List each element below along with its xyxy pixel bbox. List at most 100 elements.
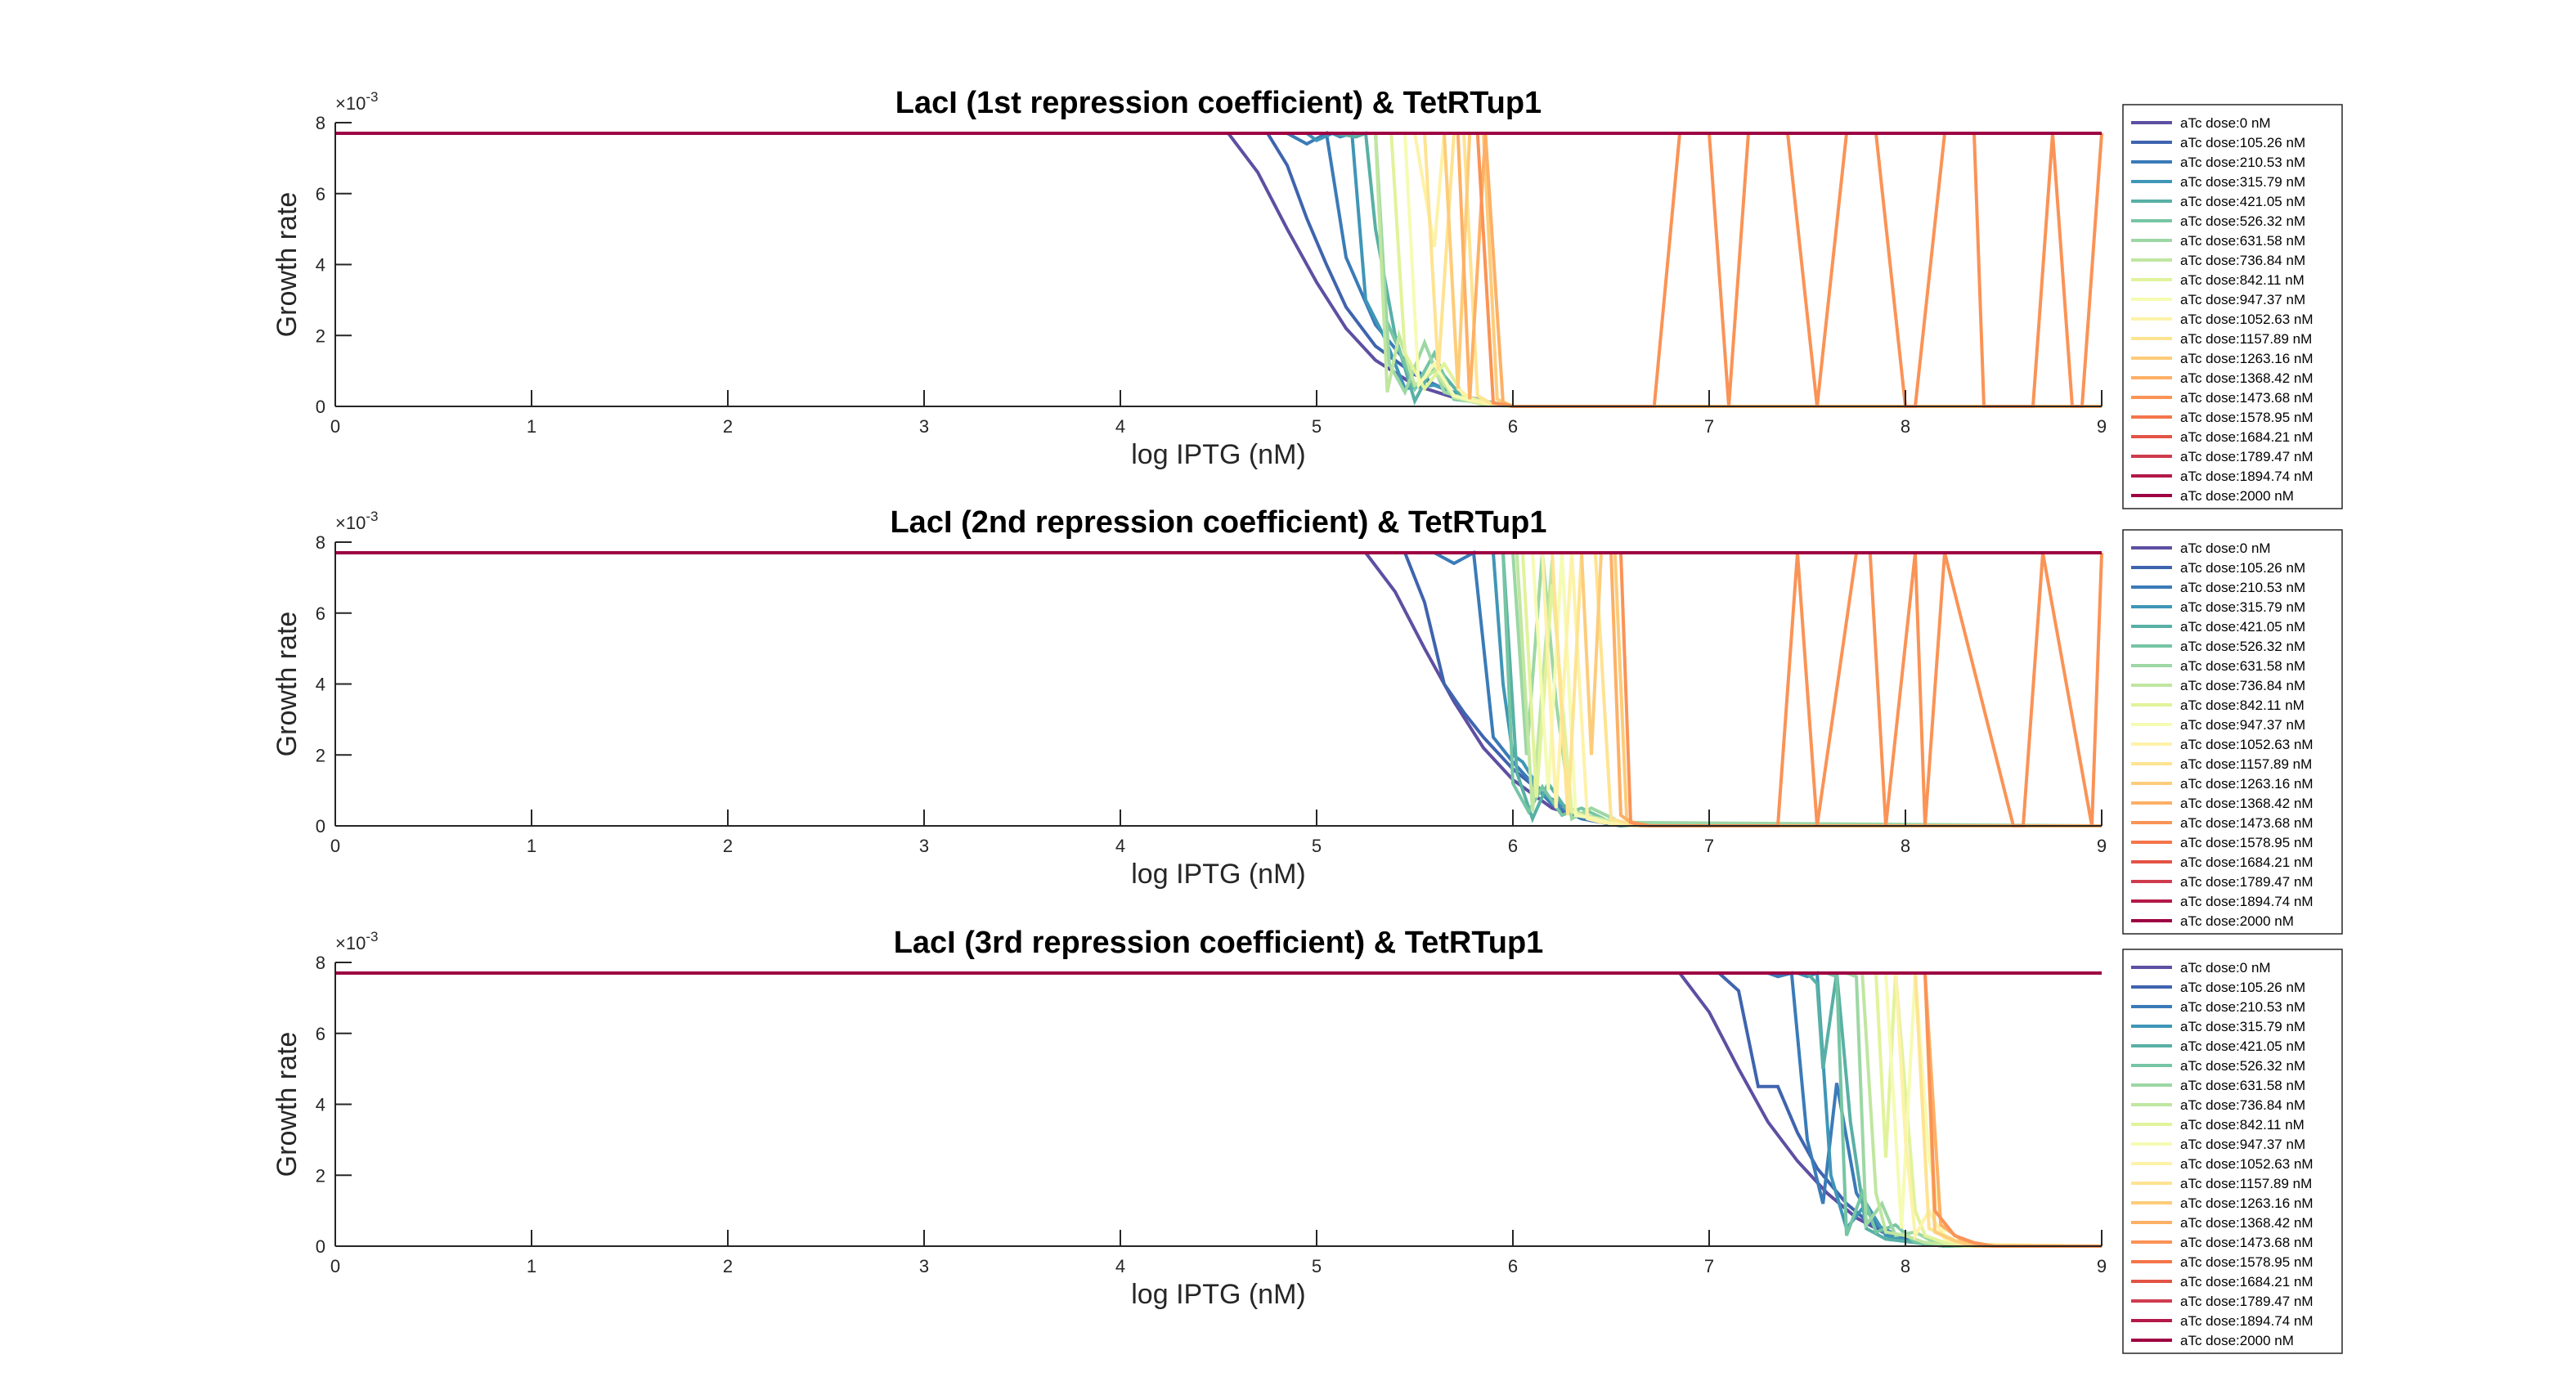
legend-entry-9: aTc dose:842.11 nM xyxy=(2180,698,2304,713)
legend-box xyxy=(2122,104,2343,509)
chart-panel-2: LacI (2nd repression coefficient) & TetR… xyxy=(272,505,2343,935)
x-tick-label: 4 xyxy=(1115,1256,1125,1276)
x-tick-label: 7 xyxy=(1704,416,1714,437)
legend-entry-4: aTc dose:315.79 nM xyxy=(2180,174,2305,190)
legend-entry-5: aTc dose:421.05 nM xyxy=(2180,619,2305,635)
legend-entry-20: aTc dose:2000 nM xyxy=(2180,488,2294,504)
y-tick-label: 0 xyxy=(316,397,325,417)
y-exponent-label: ×10-3 xyxy=(335,509,378,533)
y-tick-label: 2 xyxy=(316,1165,325,1186)
legend-entry-12: aTc dose:1157.89 nM xyxy=(2180,1176,2312,1191)
x-tick-label: 5 xyxy=(1312,1256,1322,1276)
legend-entry-7: aTc dose:631.58 nM xyxy=(2180,1078,2305,1093)
y-tick-label: 8 xyxy=(316,113,325,133)
legend-entry-20: aTc dose:2000 nM xyxy=(2180,913,2294,929)
legend-entry-13: aTc dose:1263.16 nM xyxy=(2180,776,2313,792)
legend-entry-18: aTc dose:1789.47 nM xyxy=(2180,1294,2313,1309)
y-exponent-power: -3 xyxy=(366,89,378,105)
legend-entry-11: aTc dose:1052.63 nM xyxy=(2180,737,2313,752)
legend-entry-18: aTc dose:1789.47 nM xyxy=(2180,449,2313,464)
legend: aTc dose:0 nM aTc dose:105.26 nM aTc dose:… xyxy=(2122,104,2343,509)
x-tick-label: 1 xyxy=(527,416,536,437)
y-axis-label: Growth rate xyxy=(272,192,303,338)
y-tick-label: 6 xyxy=(316,184,325,204)
legend-entry-6: aTc dose:526.32 nM xyxy=(2180,1058,2305,1074)
legend-entry-15: aTc dose:1473.68 nM xyxy=(2180,1235,2313,1250)
legend-entry-6: aTc dose:526.32 nM xyxy=(2180,639,2305,654)
legend-entry-12: aTc dose:1157.89 nM xyxy=(2180,331,2312,347)
legend-entry-10: aTc dose:947.37 nM xyxy=(2180,717,2305,733)
legend-entry-15: aTc dose:1473.68 nM xyxy=(2180,815,2313,831)
legend-entry-18: aTc dose:1789.47 nM xyxy=(2180,874,2313,890)
y-tick-label: 4 xyxy=(316,255,325,276)
x-axis-label: log IPTG (nM) xyxy=(1131,859,1305,890)
legend-entry-19: aTc dose:1894.74 nM xyxy=(2180,469,2313,484)
legend-entry-11: aTc dose:1052.63 nM xyxy=(2180,1156,2313,1172)
x-tick-label: 4 xyxy=(1115,416,1125,437)
x-tick-label: 7 xyxy=(1704,836,1714,856)
x-tick-label: 4 xyxy=(1115,836,1125,856)
legend-entry-6: aTc dose:526.32 nM xyxy=(2180,213,2305,229)
x-tick-label: 3 xyxy=(919,416,929,437)
y-exponent-base: ×10 xyxy=(335,513,366,533)
legend-entry-14: aTc dose:1368.42 nM xyxy=(2180,1215,2313,1231)
y-tick-label: 6 xyxy=(316,1024,325,1044)
legend-entry-19: aTc dose:1894.74 nM xyxy=(2180,1313,2313,1329)
y-exponent-base: ×10 xyxy=(335,933,366,953)
legend-entry-4: aTc dose:315.79 nM xyxy=(2180,599,2305,615)
legend-entry-13: aTc dose:1263.16 nM xyxy=(2180,351,2313,366)
y-tick-label: 6 xyxy=(316,603,325,624)
legend-entry-1: aTc dose:0 nM xyxy=(2180,541,2271,556)
chart-title: LacI (3rd repression coefficient) & TetR… xyxy=(894,926,1544,960)
y-exponent-label: ×10-3 xyxy=(335,929,378,953)
legend-entry-15: aTc dose:1473.68 nM xyxy=(2180,390,2313,406)
y-axis-label: Growth rate xyxy=(272,1032,303,1177)
y-exponent-power: -3 xyxy=(366,509,378,524)
legend-entry-16: aTc dose:1578.95 nM xyxy=(2180,1254,2313,1270)
chart-panel-3: LacI (3rd repression coefficient) & TetR… xyxy=(272,926,2343,1354)
x-axis-label: log IPTG (nM) xyxy=(1131,1279,1305,1310)
legend-entry-20: aTc dose:2000 nM xyxy=(2180,1333,2294,1348)
legend-entry-16: aTc dose:1578.95 nM xyxy=(2180,835,2313,850)
legend-entry-14: aTc dose:1368.42 nM xyxy=(2180,370,2313,386)
x-tick-label: 3 xyxy=(919,1256,929,1276)
legend-entry-17: aTc dose:1684.21 nM xyxy=(2180,854,2313,870)
y-tick-label: 0 xyxy=(316,1236,325,1257)
legend-entry-2: aTc dose:105.26 nM xyxy=(2180,980,2305,995)
legend-entry-14: aTc dose:1368.42 nM xyxy=(2180,796,2313,811)
legend-box xyxy=(2122,529,2343,935)
x-tick-label: 6 xyxy=(1508,1256,1518,1276)
legend-entry-17: aTc dose:1684.21 nM xyxy=(2180,429,2313,445)
chart-title: LacI (1st repression coefficient) & TetR… xyxy=(895,86,1542,120)
x-tick-label: 7 xyxy=(1704,1256,1714,1276)
x-tick-label: 2 xyxy=(723,416,733,437)
x-tick-label: 0 xyxy=(330,416,340,437)
x-tick-label: 0 xyxy=(330,1256,340,1276)
x-tick-label: 8 xyxy=(1901,1256,1910,1276)
legend-entry-13: aTc dose:1263.16 nM xyxy=(2180,1195,2313,1211)
legend-entry-3: aTc dose:210.53 nM xyxy=(2180,155,2305,170)
legend-entry-17: aTc dose:1684.21 nM xyxy=(2180,1274,2313,1290)
y-tick-label: 0 xyxy=(316,816,325,837)
panels: LacI (1st repression coefficient) & TetR… xyxy=(272,86,2343,1354)
y-tick-label: 4 xyxy=(316,1095,325,1115)
x-tick-label: 5 xyxy=(1312,836,1322,856)
legend-entry-1: aTc dose:0 nM xyxy=(2180,960,2271,976)
legend-entry-3: aTc dose:210.53 nM xyxy=(2180,580,2305,595)
x-tick-label: 2 xyxy=(723,1256,733,1276)
y-tick-label: 2 xyxy=(316,325,325,346)
y-tick-label: 2 xyxy=(316,745,325,765)
x-tick-label: 2 xyxy=(723,836,733,856)
x-tick-label: 1 xyxy=(527,1256,536,1276)
x-tick-label: 5 xyxy=(1312,416,1322,437)
legend-entry-8: aTc dose:736.84 nM xyxy=(2180,253,2305,268)
legend-entry-10: aTc dose:947.37 nM xyxy=(2180,1137,2305,1152)
chart-panel-1: LacI (1st repression coefficient) & TetR… xyxy=(272,86,2343,509)
legend-entry-19: aTc dose:1894.74 nM xyxy=(2180,894,2313,909)
y-tick-label: 8 xyxy=(316,532,325,553)
legend: aTc dose:0 nM aTc dose:105.26 nM aTc dose:… xyxy=(2122,949,2343,1354)
x-tick-label: 1 xyxy=(527,836,536,856)
x-axis-label: log IPTG (nM) xyxy=(1131,439,1305,470)
legend-entry-11: aTc dose:1052.63 nM xyxy=(2180,312,2313,327)
legend-entry-2: aTc dose:105.26 nM xyxy=(2180,560,2305,576)
